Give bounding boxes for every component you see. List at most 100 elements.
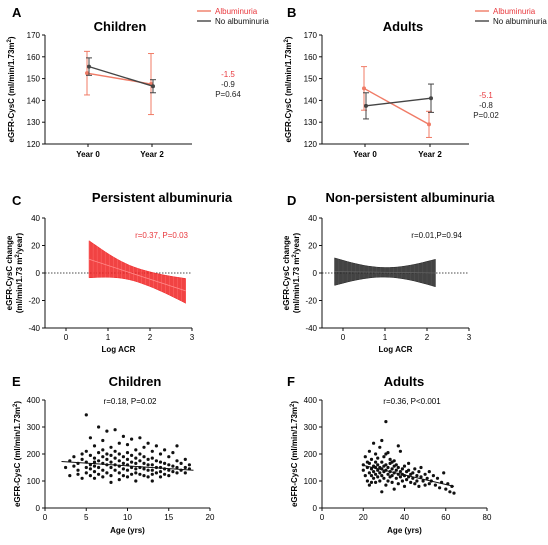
panel-f-scatter-point [394,476,398,480]
panel-a-ytick-label: 140 [27,96,41,105]
panel-f-scatter-point [384,420,388,424]
panel-e-scatter-point [171,470,175,474]
panel-b-ylabel: eGFR-CysC (ml/min/1.73m2) [284,36,293,142]
panel-e-xtick-label: 5 [84,513,89,522]
panel-e-scatter-point [134,461,138,465]
panel-a-xtick-label: Year 0 [76,150,100,159]
panel-d-ytick-label: 20 [308,242,317,251]
panel-f-xtick-label: 20 [359,513,368,522]
panel-e-scatter-point [76,472,80,476]
panel-d-xtick-label: 2 [425,333,430,342]
panel-f-scatter-point [400,467,404,471]
panel-e-scatter-point [154,459,158,463]
panel-f-title: Adults [384,374,424,389]
panel-f-xtick-label: 60 [441,513,450,522]
panel-e-fit-line [61,461,194,471]
panel-b-point [427,122,431,127]
panel-d-letter: D [287,193,296,208]
panel-e-scatter-point [117,478,121,482]
panel-e-letter: E [12,374,21,389]
panel-f-scatter-point [378,479,382,483]
panel-e-scatter-point [175,459,179,463]
panel-e-scatter-point [121,434,125,438]
panel-b-series-line-albuminuria [363,87,430,125]
panel-e-scatter-point [158,460,163,464]
panel-e-scatter-point [138,436,142,440]
panel-d-ytick-label: -40 [305,324,317,333]
panel-e-scatter-point [97,472,101,476]
panel-e-scatter-point [150,468,154,472]
panel-e-scatter-point [163,472,167,476]
panel-f-scatter-point [388,457,392,461]
panel-f-scatter-point [402,484,407,488]
panel-e-scatter-point [121,467,125,471]
panel-e-scatter-point [109,480,113,484]
panel-b-xtick-label: Year 2 [418,150,442,159]
panel-e-scatter-point [113,428,117,432]
panel-e-scatter-point [105,471,109,475]
panel-f-ytick-label: 400 [304,396,318,405]
panel-c-ytick-label: 40 [31,214,40,223]
panel-e-scatter-point [92,460,97,464]
panel-e-scatter-point [146,463,150,467]
panel-f-scatter-point [363,455,367,459]
panel-f-scatter-point [398,449,402,453]
panel-a-point [151,84,155,89]
panel-e-scatter-point [125,468,130,472]
panel-e-scatter-point [187,463,191,467]
panel-f-scatter-point [421,479,425,483]
panel-d-ytick-label: -20 [305,297,317,306]
panel-f-scatter-point [435,476,440,480]
panel-e-scatter-point [113,449,117,453]
panel-f-scatter-point [415,479,419,483]
panel-a-legend-label: No albuminuria [215,17,269,26]
panel-f-scatter-point [413,482,417,486]
panel-e-scatter-point [146,475,150,479]
panel-f-scatter-point [417,470,421,474]
panel-f-scatter-point [452,491,456,495]
panel-f-scatter-point [415,474,419,478]
panel-f-scatter-point [417,484,421,488]
panel-d-annotation: r=0.01,P=0.94 [411,231,462,240]
panel-e-scatter-point [154,471,158,475]
panel-e-title: Children [109,374,162,389]
panel-c-xlabel: Log ACR [102,345,136,354]
panel-f-scatter-point [376,468,380,472]
panel-b-legend-label: No albuminuria [493,17,547,26]
panel-f-scatter-point [413,467,417,471]
panel-e-scatter-point [175,444,179,448]
panel-b-point [364,103,368,108]
panel-e-scatter-point [101,468,105,472]
panel-d-fit-line [334,271,436,274]
panel-f-scatter-point [398,475,402,479]
panel-f-scatter-point [431,474,435,478]
panel-f-scatter-point [369,474,374,478]
panel-e-scatter-point [109,460,113,464]
panel-d-xtick-label: 1 [383,333,388,342]
panel-e-scatter-point [167,468,171,472]
panel-a-legend-label: Albuminuria [215,7,258,16]
panel-e-scatter-point [138,472,142,476]
panel-e-scatter-point [72,455,76,459]
panel-e-scatter-point [80,452,84,456]
panel-c-title: Persistent albuminuria [92,190,233,205]
panel-f-scatter-point [390,480,394,484]
panel-f-scatter-point [380,490,384,494]
panel-d-ytick-label: 0 [313,269,318,278]
panel-b-point [429,96,433,101]
panel-a-ylabel: eGFR-CysC (ml/min/1.73m2) [7,36,16,142]
panel-f-scatter-point [374,460,378,464]
panel-e-scatter-point [121,474,125,478]
panel-f-scatter-point [423,483,427,487]
panel-b-ytick-label: 130 [304,118,318,127]
panel-f-scatter-point [369,480,374,484]
panel-e-scatter-point [167,474,171,478]
panel-d-ylabel-line2: (ml/min/1.73 m2/year) [292,233,301,314]
panel-f-scatter-point [386,472,390,476]
panel-e-scatter-point [154,444,158,448]
panel-f-scatter-point [384,452,388,456]
panel-b-ytick-label: 160 [304,53,318,62]
panel-e-scatter-point [97,465,101,470]
panel-a-annotation: -0.9 [221,80,235,89]
panel-f-scatter-point [367,461,371,465]
